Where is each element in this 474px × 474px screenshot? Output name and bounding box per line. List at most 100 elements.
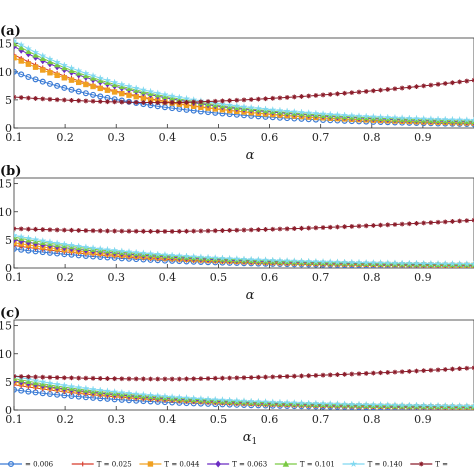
series-point [348,111,356,119]
series-point [306,225,312,231]
series-point [60,240,69,248]
series-point [118,247,126,255]
y-tick-label: 15 [0,320,12,333]
series-point [326,110,335,118]
series-point [470,116,474,124]
series-point [38,377,47,386]
series-point [348,400,356,408]
legend: = 0.006 T = 0.025 T = 0.044 T = 0.063 T = 0.… [0,460,448,469]
series-point [168,392,176,401]
panel-label: (a) [0,24,21,39]
series-point [90,91,97,98]
series-point [290,398,299,406]
series-point [383,113,392,121]
series-point [414,84,419,90]
series-point [139,85,148,94]
plot-area [13,177,474,269]
series-point [333,258,342,266]
series-point [441,401,450,409]
series-point [297,108,306,116]
series-point [18,71,25,78]
series-point [205,228,211,234]
series-point [327,372,333,378]
series-point [284,95,290,100]
series-point [369,258,378,266]
series-point [61,75,68,81]
series-point [83,81,89,88]
series-point [340,258,349,266]
series-point [297,399,306,407]
series-point [53,239,61,247]
series-point [297,257,306,265]
series-point [427,401,435,409]
series-point [220,228,225,233]
series-point [24,44,33,52]
series-point [83,98,89,104]
series-point [376,400,385,408]
series-point [14,382,17,388]
series-point [320,225,326,230]
series-point [133,228,139,234]
series-point [83,375,89,381]
series-point [419,259,428,267]
series-point [312,109,320,117]
series-point [46,238,54,246]
series-point [67,382,76,390]
series-point [428,82,434,88]
series-point [139,390,148,398]
series-point [198,99,204,105]
y-tick-label: 5 [5,94,12,107]
series-point [40,227,46,232]
series-point [276,256,284,264]
series-point [299,225,304,231]
x-tick-label: 0.9 [414,271,432,284]
series-point [435,81,441,87]
series-point [82,243,90,251]
series-point [385,87,391,92]
series-point [248,375,254,380]
series-point [255,96,261,102]
x-tick-label: 0.5 [210,271,228,284]
series-point [448,259,457,267]
x-tick-label: 0.5 [210,131,228,144]
series-point [125,247,133,255]
series-point [448,401,457,409]
legend-entry: T = 0.101 [274,461,335,469]
series-point [25,61,32,67]
series-point [363,223,369,229]
series-point [319,109,327,118]
series-point [140,376,146,382]
series-point [240,102,248,111]
series-point [333,110,342,118]
series-point [169,229,175,234]
x-tick-label: 0.3 [107,271,125,284]
series-point [399,369,405,375]
series-point [25,47,32,55]
x-tick-label: 0.6 [261,131,279,144]
series-point [96,386,105,394]
series-group [14,217,474,268]
y-tick-label: 0 [5,404,12,417]
series-point [204,395,212,403]
series-point [61,84,68,91]
series-point [31,48,40,56]
series-point [270,226,276,232]
series-point [405,114,414,122]
series-point [184,376,189,382]
series-point [169,100,175,106]
series-point [182,393,191,402]
series-point [74,66,83,74]
series-point [169,376,175,382]
series-point [140,100,146,105]
series-point [74,242,83,250]
series-point [133,376,139,382]
series-point [304,399,313,407]
series-point [263,96,268,102]
series-point [234,375,240,381]
series-point [383,400,392,409]
x-tick-label: 0.5 [210,413,228,426]
x-tick-label: 0.2 [56,413,74,426]
series-point [225,396,234,404]
series-point [335,372,340,378]
legend-marker [80,461,86,467]
